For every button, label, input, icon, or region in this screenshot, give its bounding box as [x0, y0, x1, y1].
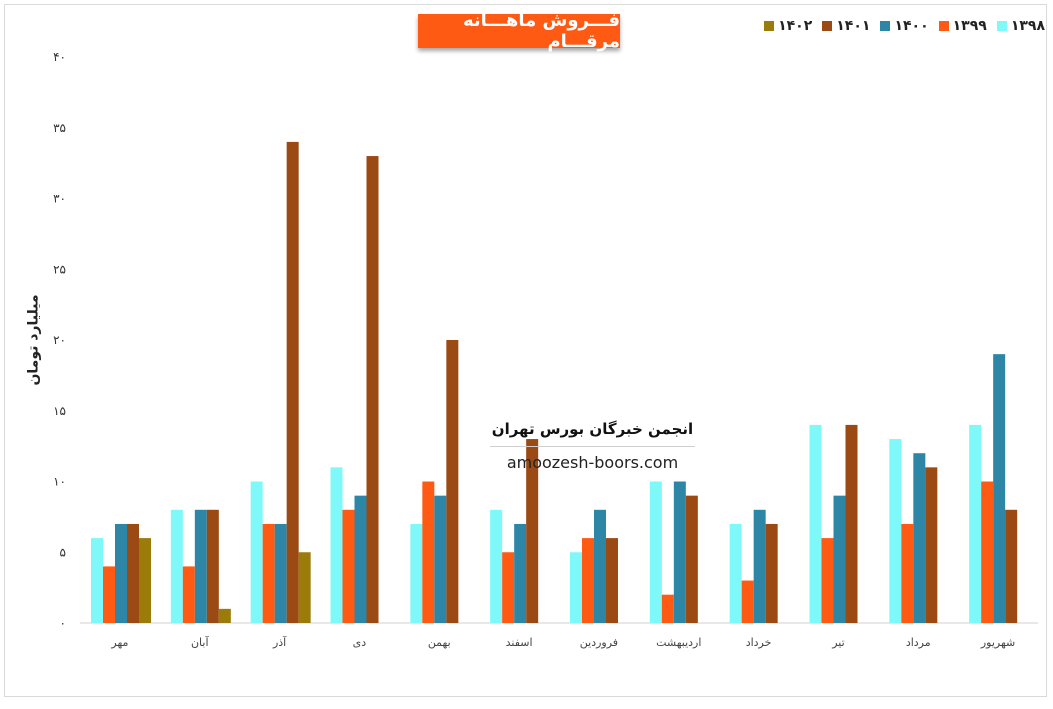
bar — [514, 523, 527, 623]
bar — [901, 523, 914, 623]
legend-label: ۱۴۰۲ — [778, 18, 813, 34]
bar — [115, 523, 127, 623]
bar — [729, 523, 742, 623]
legend-swatch — [880, 21, 891, 31]
bar — [765, 523, 778, 623]
legend-item: ۱۴۰۱ — [822, 18, 870, 34]
bar — [582, 538, 594, 623]
legend-swatch — [938, 21, 949, 31]
watermark-title: انجمن خبرگان بورس تهران — [490, 420, 695, 447]
bar — [194, 509, 207, 623]
legend-item: ۱۳۹۸ — [996, 18, 1045, 34]
bar — [741, 580, 754, 623]
bar — [170, 509, 183, 623]
legend-label: ۱۴۰۱ — [836, 18, 871, 34]
bar — [262, 523, 275, 623]
bar — [502, 552, 515, 623]
bar — [889, 439, 902, 623]
legend-swatch — [822, 21, 833, 31]
y-tick-label: ۳۰ — [53, 192, 66, 206]
legend-item: ۱۳۹۹ — [938, 18, 987, 34]
bar — [91, 538, 103, 623]
legend-item: ۱۴۰۲ — [764, 18, 812, 34]
bar — [250, 481, 263, 623]
bar — [206, 509, 219, 623]
bar — [342, 509, 355, 623]
y-tick-label: ۰ — [60, 616, 66, 630]
bar — [218, 608, 231, 623]
bar — [182, 566, 195, 623]
bar — [274, 523, 287, 623]
legend-swatch — [764, 21, 775, 31]
chart-frame — [4, 4, 1047, 697]
bar — [366, 156, 379, 624]
watermark: انجمن خبرگان بورس تهران amoozesh-boors.c… — [490, 420, 695, 472]
bar — [410, 523, 423, 623]
x-tick-label: مرداد — [906, 636, 931, 649]
y-tick-label: ۱۰ — [53, 475, 66, 489]
bar — [685, 495, 698, 623]
bar — [845, 424, 858, 623]
bar — [298, 552, 311, 623]
bar — [993, 354, 1006, 623]
x-tick-label: مهر — [110, 636, 128, 649]
legend-label: ۱۴۰۰ — [894, 18, 929, 34]
bar — [649, 481, 662, 623]
x-tick-label: شهریور — [980, 636, 1015, 649]
x-tick-label: آبان — [191, 635, 209, 649]
bar — [606, 538, 618, 623]
bar — [809, 424, 822, 623]
bar — [286, 141, 299, 623]
bar — [833, 495, 846, 623]
bar — [570, 552, 582, 623]
legend: ۱۳۹۸ ۱۳۹۹ ۱۴۰۰ ۱۴۰۱ ۱۴۰۲ — [764, 18, 1045, 34]
bar — [434, 495, 447, 623]
bar — [446, 340, 459, 623]
bar — [673, 481, 686, 623]
bar — [981, 481, 994, 623]
bar — [526, 439, 539, 623]
legend-label: ۱۳۹۸ — [1010, 18, 1045, 34]
watermark-url: amoozesh-boors.com — [506, 453, 679, 472]
y-tick-label: ۵ — [60, 545, 66, 559]
y-tick-label: ۴۰ — [53, 50, 66, 64]
y-tick-label: ۲۵ — [53, 262, 66, 276]
bar — [354, 495, 367, 623]
bar — [821, 538, 834, 623]
bar — [753, 509, 766, 623]
legend-label: ۱۳۹۹ — [952, 18, 987, 34]
y-tick-label: ۱۵ — [53, 404, 66, 418]
bar — [490, 509, 503, 623]
bar — [422, 481, 435, 623]
bar — [913, 453, 926, 623]
x-tick-label: خرداد — [746, 636, 772, 649]
bar — [330, 467, 343, 623]
y-tick-label: ۳۵ — [53, 121, 66, 135]
x-tick-label: فروردین — [580, 636, 618, 649]
bar — [103, 566, 115, 623]
bar — [661, 594, 674, 623]
bar — [127, 523, 139, 623]
bar — [139, 538, 151, 623]
x-tick-label: آذر — [272, 635, 287, 649]
x-tick-label: دی — [353, 636, 367, 649]
legend-item: ۱۴۰۰ — [880, 18, 929, 34]
chart-title: فـــروش ماهـــانه مرقـــام — [418, 10, 620, 52]
x-tick-label: تیر — [831, 636, 844, 649]
bar — [969, 424, 982, 623]
y-tick-label: ۲۰ — [53, 333, 66, 347]
bar — [594, 509, 606, 623]
bar — [1005, 509, 1018, 623]
x-tick-label: اردیبهشت — [656, 636, 701, 649]
x-tick-label: اسفند — [506, 636, 533, 649]
bar — [925, 467, 938, 623]
x-tick-label: بهمن — [428, 636, 451, 649]
legend-swatch — [996, 21, 1007, 31]
